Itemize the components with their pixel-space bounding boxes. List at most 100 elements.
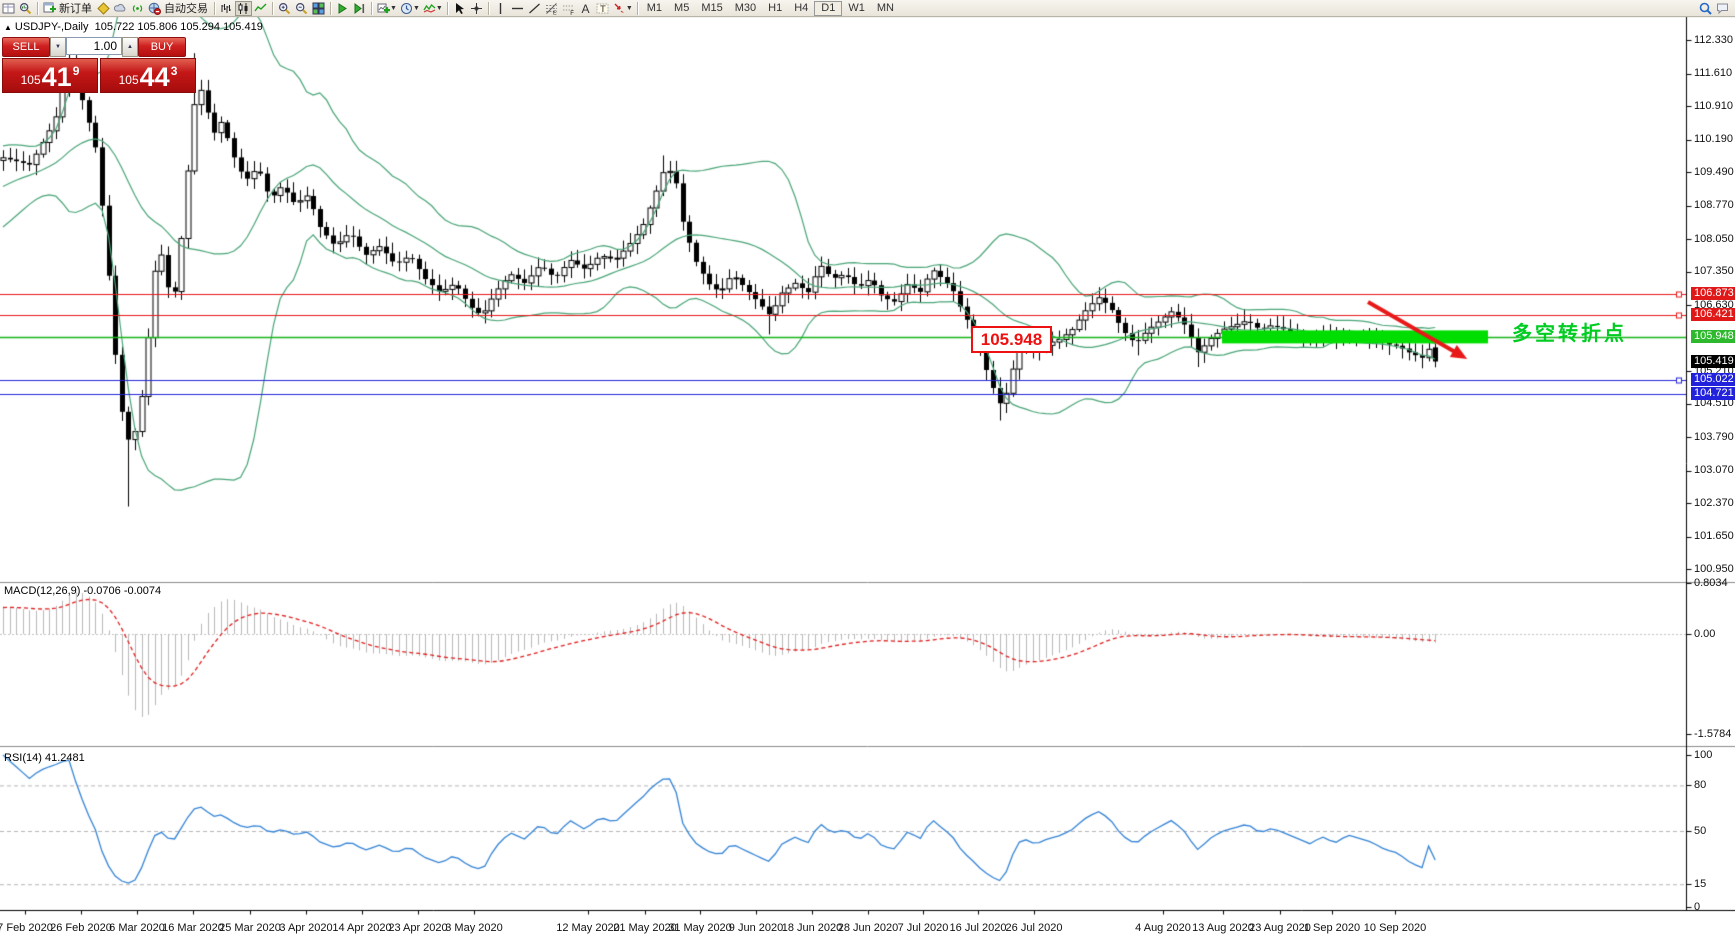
axis-tick-label: 101.650 xyxy=(1694,530,1734,543)
cursor-icon[interactable] xyxy=(451,1,468,16)
price-line-label: 106.873 xyxy=(1691,287,1735,301)
sell-price-prefix: 105 xyxy=(20,73,41,87)
rsi-indicator-label: RSI(14) 41.2481 xyxy=(4,752,85,764)
autotrading-label[interactable]: 自动交易 xyxy=(164,3,208,15)
ohlc-values: 105.722 105.806 105.294 105.419 xyxy=(94,21,263,33)
cloud-icon[interactable] xyxy=(112,1,129,16)
auto-scroll-icon[interactable] xyxy=(334,1,351,16)
axis-tick-label: -1.5784 xyxy=(1694,727,1732,740)
date-axis-label: 13 Aug 2020 xyxy=(1192,922,1254,934)
date-axis-label: 21 May 2020 xyxy=(613,922,677,934)
text-icon[interactable]: A xyxy=(577,1,594,16)
arrows-dropdown-icon[interactable]: ▼ xyxy=(625,4,633,12)
chat-icon[interactable] xyxy=(1714,1,1731,16)
date-axis-label: 23 Apr 2020 xyxy=(388,922,448,934)
crosshair-icon[interactable] xyxy=(468,1,485,16)
chart-shift-icon[interactable] xyxy=(351,1,368,16)
tile-windows-icon[interactable] xyxy=(310,1,327,16)
charts-grid-icon[interactable] xyxy=(0,1,17,16)
date-axis-label: 16 Mar 2020 xyxy=(162,922,224,934)
svg-text:A: A xyxy=(581,2,589,15)
collapse-trade-panel-icon[interactable]: ▲ xyxy=(4,23,12,32)
axis-tick-label: 112.330 xyxy=(1694,33,1733,46)
periods-icon[interactable] xyxy=(398,1,415,16)
market-watch-icon[interactable] xyxy=(17,1,34,16)
buy-price-sup: 3 xyxy=(170,64,178,78)
horizontal-line-icon[interactable] xyxy=(509,1,526,16)
date-axis-label: 31 May 2020 xyxy=(668,922,732,934)
date-axis-label: 7 Feb 2020 xyxy=(0,922,53,934)
periods-dropdown-icon[interactable]: ▼ xyxy=(412,4,420,12)
date-axis-label: 7 Jul 2020 xyxy=(897,922,949,934)
help-search-icon[interactable] xyxy=(1697,1,1714,16)
autotrading-icon[interactable] xyxy=(146,1,163,16)
arrows-icon[interactable] xyxy=(611,1,628,16)
bar-chart-icon[interactable] xyxy=(218,1,235,16)
axis-tick-label: 0 xyxy=(1694,900,1701,913)
timeframe-button-w1[interactable]: W1 xyxy=(848,1,865,14)
date-axis-label: 3 May 2020 xyxy=(445,922,503,934)
axis-tick-label: 0.00 xyxy=(1694,627,1716,640)
indicators-icon[interactable] xyxy=(421,1,438,16)
svg-text:F: F xyxy=(570,10,574,14)
sell-button[interactable]: SELL xyxy=(2,37,50,57)
volume-decrease-button[interactable]: ▼ xyxy=(50,37,66,57)
indicators-dropdown-icon[interactable]: ▼ xyxy=(435,4,443,12)
toolbar-separator xyxy=(330,1,331,15)
toolbar-separator xyxy=(636,1,638,15)
annotation-price-box[interactable]: 105.948 xyxy=(971,326,1052,353)
zoom-out-icon[interactable] xyxy=(293,1,310,16)
axis-tick-label: 50 xyxy=(1694,824,1707,837)
price-line-label: 105.022 xyxy=(1691,373,1735,387)
timeframe-button-d1[interactable]: D1 xyxy=(814,0,843,16)
date-axis-label: 10 Sep 2020 xyxy=(1363,922,1427,934)
new-chart-icon[interactable] xyxy=(375,1,392,16)
date-axis-label: 25 Mar 2020 xyxy=(219,922,281,934)
metaeditor-icon[interactable] xyxy=(95,1,112,16)
date-axis-label: 28 Jun 2020 xyxy=(837,922,899,934)
new-chart-dropdown-icon[interactable]: ▼ xyxy=(390,4,397,12)
timeframe-button-m30[interactable]: M30 xyxy=(734,1,757,14)
timeframe-button-h1[interactable]: H1 xyxy=(768,1,783,14)
macd-indicator-label: MACD(12,26,9) -0.0706 -0.0074 xyxy=(4,585,162,597)
date-axis-label: 4 Aug 2020 xyxy=(1135,922,1191,934)
toolbar-separator xyxy=(446,1,448,15)
axis-tick-label: 107.350 xyxy=(1694,265,1734,278)
price-line-label: 104.721 xyxy=(1691,387,1735,401)
volume-increase-button[interactable]: ▲ xyxy=(122,37,138,57)
candle-chart-icon[interactable] xyxy=(235,0,252,16)
volume-input[interactable] xyxy=(66,37,122,55)
toolbar-separator xyxy=(37,1,38,15)
sell-price-main: 41 xyxy=(41,62,72,92)
buy-price-prefix: 105 xyxy=(118,73,139,87)
axis-tick-label: 110.190 xyxy=(1694,133,1733,146)
buy-button[interactable]: BUY xyxy=(138,37,186,57)
axis-tick-label: 111.610 xyxy=(1694,67,1733,80)
grid-icon[interactable]: F xyxy=(560,1,577,16)
signal-icon[interactable] xyxy=(129,1,146,16)
axis-tick-label: 110.910 xyxy=(1694,99,1733,112)
buy-price-panel[interactable]: 105 44 3 xyxy=(100,58,196,93)
zoom-in-icon[interactable] xyxy=(276,1,293,16)
timeframe-button-mn[interactable]: MN xyxy=(876,1,894,14)
timeframe-button-h4[interactable]: H4 xyxy=(794,1,809,14)
vertical-line-icon[interactable] xyxy=(492,1,509,16)
trendline-icon[interactable] xyxy=(526,1,543,16)
buy-price-main: 44 xyxy=(139,62,170,92)
toolbar-separator xyxy=(487,1,489,15)
fibonacci-icon[interactable]: E xyxy=(543,1,560,16)
new-order-icon[interactable] xyxy=(41,1,58,16)
annotation-turning-point-text[interactable]: 多空转折点 xyxy=(1512,323,1627,345)
timeframe-button-m1[interactable]: M1 xyxy=(646,1,663,14)
line-chart-icon[interactable] xyxy=(252,1,269,16)
sell-price-panel[interactable]: 105 41 9 xyxy=(2,58,98,93)
date-axis-label: 1 Sep 2020 xyxy=(1303,922,1361,934)
text-label-icon[interactable]: T xyxy=(594,1,611,16)
new-order-label[interactable]: 新订单 xyxy=(59,3,92,15)
timeframe-button-m5[interactable]: M5 xyxy=(674,1,690,14)
chart-title: USDJPY-,Daily xyxy=(14,21,89,33)
timeframe-button-m15[interactable]: M15 xyxy=(701,1,723,14)
date-axis-label: 9 Jun 2020 xyxy=(728,922,784,934)
axis-tick-label: 102.370 xyxy=(1694,496,1734,509)
